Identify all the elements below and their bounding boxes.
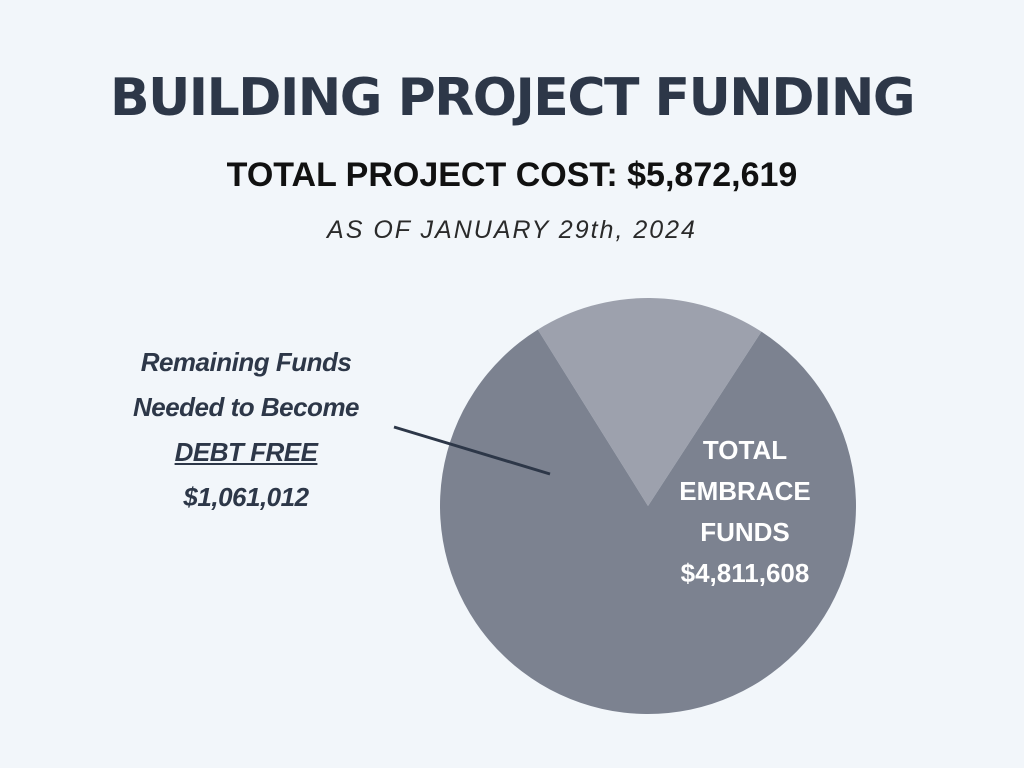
embrace-label-line-2: EMBRACE [679, 476, 811, 506]
total-cost-subtitle: TOTAL PROJECT COST: $5,872,619 [226, 156, 798, 194]
as-of-date: AS OF JANUARY 29th, 2024 [327, 216, 697, 244]
page-title: BUILDING PROJECT FUNDING [109, 68, 916, 128]
remaining-label-line-2: Needed to Become [132, 392, 360, 422]
embrace-value-label: $4,811,608 [680, 558, 810, 588]
embrace-funds-label: TOTAL EMBRACE FUNDS $4,811,608 [640, 430, 850, 594]
embrace-label-line-1: TOTAL [702, 435, 788, 465]
remaining-label-line-1: Remaining Funds [140, 347, 352, 377]
remaining-value-label: $1,061,012 [183, 482, 309, 512]
embrace-label-line-3: FUNDS [700, 517, 790, 547]
remaining-funds-label: Remaining Funds Needed to Become DEBT FR… [96, 340, 396, 520]
remaining-label-line-3: DEBT FREE [174, 437, 318, 467]
pie-slice-embrace-funds [440, 329, 856, 715]
pie-slice-remaining-funds [537, 298, 762, 506]
leader-line [393, 425, 551, 476]
